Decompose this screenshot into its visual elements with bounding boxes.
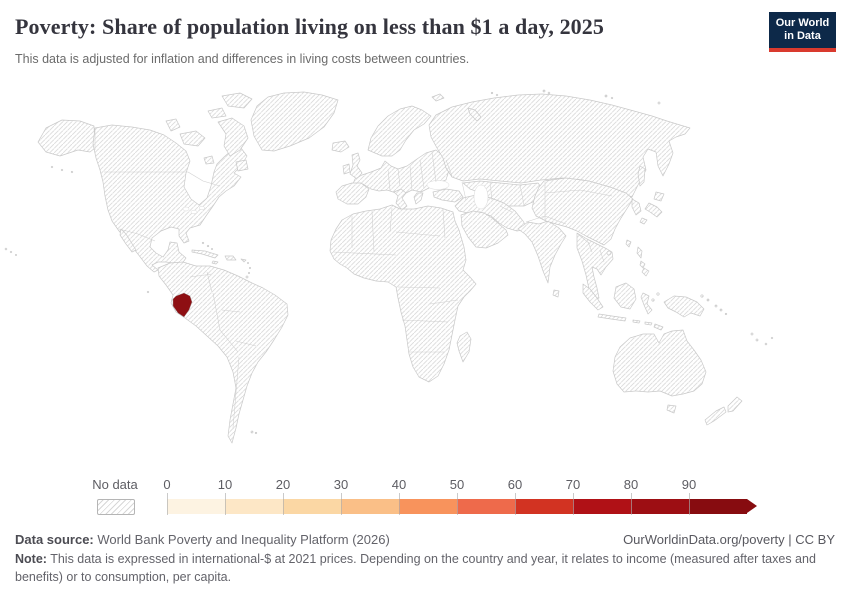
- legend-tick-line: [167, 493, 168, 515]
- owid-logo-line1: Our World: [775, 16, 830, 29]
- legend-tick-label-60: 60: [507, 477, 523, 492]
- note-text: This data is expressed in international-…: [15, 552, 816, 584]
- legend-tick-line: [225, 493, 226, 515]
- legend-tick-label-90: 90: [681, 477, 697, 492]
- legend-bin-50[interactable]: [457, 499, 515, 514]
- legend-tick-line: [341, 493, 342, 515]
- footer-source-row: Data source: World Bank Poverty and Ineq…: [15, 532, 835, 547]
- legend-bar: [167, 499, 757, 514]
- country-ecuador[interactable]: [172, 292, 193, 318]
- no-data-countries[interactable]: [4, 89, 774, 444]
- lakes: [182, 180, 489, 215]
- world-map[interactable]: [0, 85, 850, 470]
- legend-bin-20[interactable]: [283, 499, 341, 514]
- note-label: Note:: [15, 552, 47, 566]
- legend-bin-0[interactable]: [167, 499, 225, 514]
- legend-bin-30[interactable]: [341, 499, 399, 514]
- map-area: [0, 85, 850, 470]
- legend-tick-label-50: 50: [449, 477, 465, 492]
- legend-arrow: [747, 499, 757, 513]
- country-borders: [94, 128, 613, 429]
- legend-bin-90[interactable]: [689, 499, 747, 514]
- legend-no-data-label: No data: [92, 477, 138, 492]
- legend-tick-label-40: 40: [391, 477, 407, 492]
- data-source-label: Data source:: [15, 532, 94, 547]
- legend-bin-60[interactable]: [515, 499, 573, 514]
- legend-bin-70[interactable]: [573, 499, 631, 514]
- legend-tick-label-0: 0: [163, 477, 171, 492]
- legend-tick-label-70: 70: [565, 477, 581, 492]
- legend-tick-line: [631, 493, 632, 515]
- legend-tick-line: [573, 493, 574, 515]
- legend-tick-line: [283, 493, 284, 515]
- legend-tick-label-10: 10: [217, 477, 233, 492]
- footer-note: Note: This data is expressed in internat…: [15, 551, 827, 587]
- legend-tick-label-20: 20: [275, 477, 291, 492]
- legend-ticks: 0 10 20 30 40 50 60 70 80 90: [163, 477, 767, 515]
- footer-link[interactable]: OurWorldinData.org/poverty | CC BY: [623, 532, 835, 547]
- legend-bin-10[interactable]: [225, 499, 283, 514]
- legend-tick-line: [689, 493, 690, 515]
- legend-tick-line: [399, 493, 400, 515]
- legend-no-data-swatch: [97, 499, 135, 515]
- chart-subtitle: This data is adjusted for inflation and …: [15, 52, 470, 66]
- legend-tick-line: [515, 493, 516, 515]
- owid-logo: Our World in Data: [769, 12, 836, 52]
- data-source-value: World Bank Poverty and Inequality Platfo…: [93, 532, 390, 547]
- legend-bin-40[interactable]: [399, 499, 457, 514]
- legend-tick-label-30: 30: [333, 477, 349, 492]
- legend-tick-line: [457, 493, 458, 515]
- page-title: Poverty: Share of population living on l…: [15, 14, 604, 39]
- legend-tick-label-80: 80: [623, 477, 639, 492]
- legend-bin-80[interactable]: [631, 499, 689, 514]
- data-source: Data source: World Bank Poverty and Ineq…: [15, 532, 390, 547]
- owid-logo-line2: in Data: [784, 30, 821, 42]
